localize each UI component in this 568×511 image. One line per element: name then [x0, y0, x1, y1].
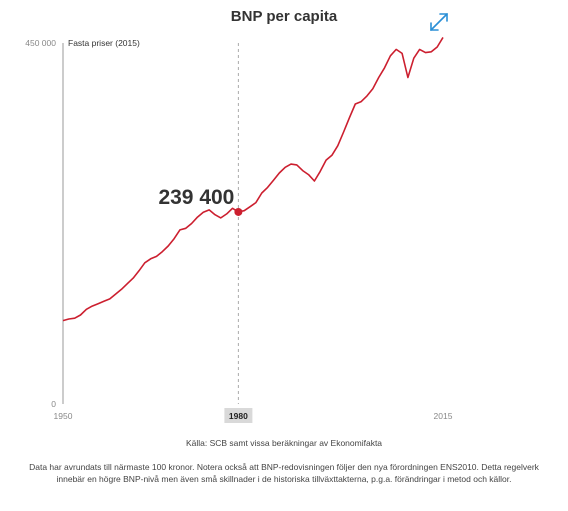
- footnote: Data har avrundats till närmaste 100 kro…: [29, 462, 539, 484]
- x-tick-label: 1950: [54, 411, 73, 421]
- series-line: [62, 36, 444, 322]
- chart-title: BNP per capita: [230, 8, 338, 25]
- x-highlight-badge: [224, 408, 253, 423]
- chart-subtitle: Fasta priser (2015): [68, 38, 140, 48]
- source-note: Källa: SCB samt vissa beräkningar av Eko…: [185, 438, 383, 448]
- y-tick-label: 0: [51, 399, 56, 409]
- highlight-value-label: 239 400: [158, 186, 234, 209]
- line-chart: 0 450 000 Fasta priser (2015) 1950 1980 2015 2…: [25, 36, 453, 423]
- expand-arrows-icon[interactable]: [427, 10, 451, 34]
- highlight-point: [234, 207, 243, 216]
- y-tick-label: 450 000: [25, 38, 56, 48]
- x-tick-label: 1980: [229, 411, 248, 421]
- x-tick-label: 2015: [434, 411, 453, 421]
